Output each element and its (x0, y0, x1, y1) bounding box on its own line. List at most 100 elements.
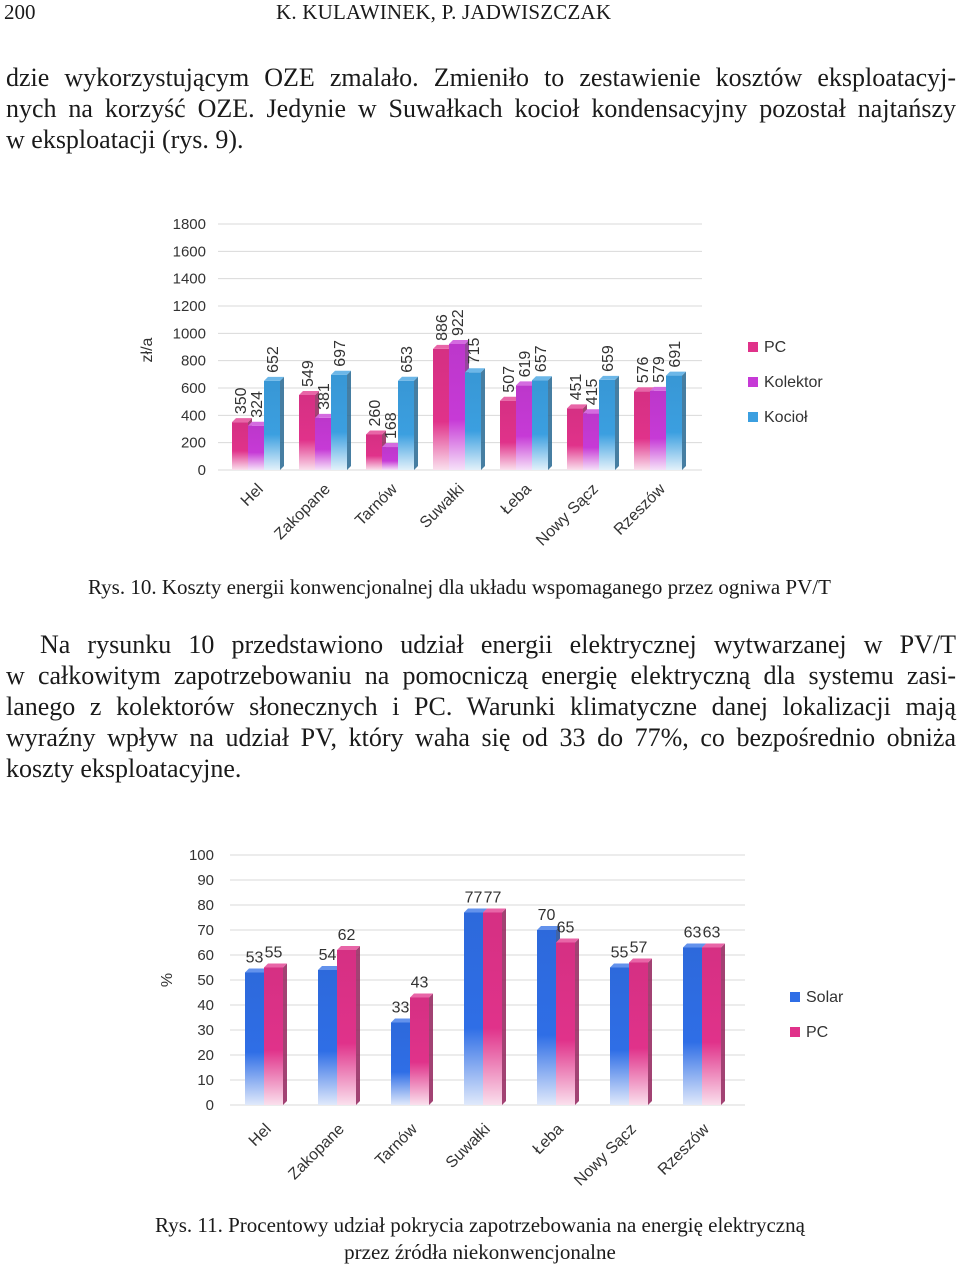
x-category-label: Nowy Sącz (533, 481, 602, 550)
legend-swatch (748, 412, 758, 422)
bar-side (356, 946, 360, 1105)
bar-pc (299, 394, 315, 470)
bar-pc (500, 400, 516, 470)
y-tick-label: 400 (181, 407, 206, 424)
bar-kolektor (248, 425, 264, 470)
bar-top (410, 993, 433, 998)
bar-top (382, 443, 402, 448)
data-label: 168 (383, 412, 400, 439)
chart-figure-10: 0 200 400 600 800 1000 1200 1400 1600 1800 zł/a 350… (139, 216, 823, 550)
bar-pc (556, 942, 575, 1105)
bar-top (516, 381, 536, 386)
data-label: 33 (392, 1000, 410, 1017)
y-tick-label: 1000 (173, 325, 206, 342)
bar-side (481, 368, 485, 470)
paragraph-figure-10: Na rysunku 10 przedstawiono udział energ… (6, 629, 956, 784)
y-axis-title: % (159, 973, 176, 987)
legend-entry: Solar (806, 989, 844, 1006)
bar-kolektor (382, 447, 398, 470)
bar-side (429, 993, 433, 1105)
paragraph-line: dzie wykorzystującym OZE zmalało. Zmieni… (6, 63, 956, 92)
bar-top (264, 963, 287, 968)
legend-entry: PC (764, 339, 786, 356)
page-header: 200 K. KULAWINEK, P. JADWISZCZAK (0, 0, 960, 24)
x-category-label: Zakopane (271, 481, 333, 543)
bar-pc (629, 962, 648, 1105)
bar-kocioł (331, 374, 347, 470)
bar-pc (232, 422, 248, 470)
data-label: 54 (319, 947, 337, 964)
paragraph-line: lanego z kolektorów słonecznych i PC. Wa… (6, 692, 956, 721)
x-category-label: Nowy Sącz (571, 1121, 640, 1190)
bar-pc (433, 348, 449, 470)
bar-top (264, 376, 284, 381)
data-label: 324 (249, 391, 266, 418)
data-label: 55 (611, 945, 629, 962)
x-category-label: Suwałki (443, 1121, 494, 1172)
bar-kocioł (666, 375, 682, 470)
bar-top (449, 339, 469, 344)
x-category-label: Rzeszów (611, 480, 669, 538)
bar-top (337, 946, 360, 950)
y-tick-label: 200 (181, 435, 206, 452)
bar-kolektor (583, 413, 599, 470)
bar-top (318, 966, 341, 970)
bar-kocioł (398, 380, 414, 470)
x-category-label: Hel (238, 481, 267, 510)
data-label: 63 (703, 925, 721, 942)
bar-top (245, 968, 268, 973)
data-label: 576 (635, 356, 652, 383)
paragraph-line: wyraźny wpływ na udział PV, który waha s… (6, 723, 956, 752)
data-label: 57 (630, 940, 648, 957)
bar-pc (634, 391, 650, 470)
bar-side (575, 938, 579, 1105)
bar-top (702, 943, 725, 948)
bar-solar (537, 930, 556, 1105)
data-label: 715 (466, 337, 483, 364)
bar-side (721, 943, 725, 1105)
data-label: 922 (450, 309, 467, 336)
data-label: 70 (538, 907, 556, 924)
bar-side (280, 376, 284, 470)
y-tick-label: 800 (181, 353, 206, 370)
bar-top (650, 386, 670, 391)
y-tick-label: 90 (197, 872, 214, 889)
y-tick-label: 20 (197, 1047, 214, 1064)
bar-side (414, 376, 418, 470)
data-label: 657 (533, 345, 550, 372)
data-label: 350 (233, 387, 250, 414)
data-label: 53 (246, 950, 264, 967)
figure-11-caption-line-1: Rys. 11. Procentowy udział pokrycia zapo… (155, 1213, 805, 1237)
data-label: 260 (367, 400, 384, 427)
paragraph-intro: dzie wykorzystującym OZE zmalało. Zmieni… (6, 62, 956, 155)
bar-pc (410, 997, 429, 1105)
bar-kolektor (650, 390, 666, 470)
bar-pc (366, 434, 382, 470)
bar-top (366, 430, 386, 435)
y-tick-label: 0 (198, 462, 206, 479)
x-category-label: Łeba (530, 1121, 567, 1158)
data-label: 415 (584, 378, 601, 405)
paragraph-line: w eksploatacji (rys. 9). (6, 125, 244, 154)
bar-top (567, 404, 587, 409)
data-label: 451 (568, 374, 585, 401)
legend-swatch (748, 342, 758, 352)
bar-top (331, 370, 351, 375)
data-label: 697 (332, 340, 349, 367)
bar-solar (683, 947, 702, 1105)
y-tick-label: 0 (206, 1097, 214, 1114)
bar-pc (264, 967, 283, 1105)
bar-top (599, 375, 619, 380)
figure-10-caption: Rys. 10. Koszty energii konwencjonalnej … (88, 575, 831, 599)
y-axis-title: zł/a (139, 337, 156, 362)
bar-solar (391, 1022, 410, 1105)
data-label: 652 (265, 346, 282, 373)
bar-top (629, 958, 652, 963)
data-label: 55 (265, 945, 283, 962)
data-label: 886 (434, 314, 451, 341)
bar-side (682, 371, 686, 470)
bar-solar (318, 970, 337, 1105)
bar-top (556, 938, 579, 943)
bar-side (615, 375, 619, 470)
bar-top (500, 396, 520, 401)
